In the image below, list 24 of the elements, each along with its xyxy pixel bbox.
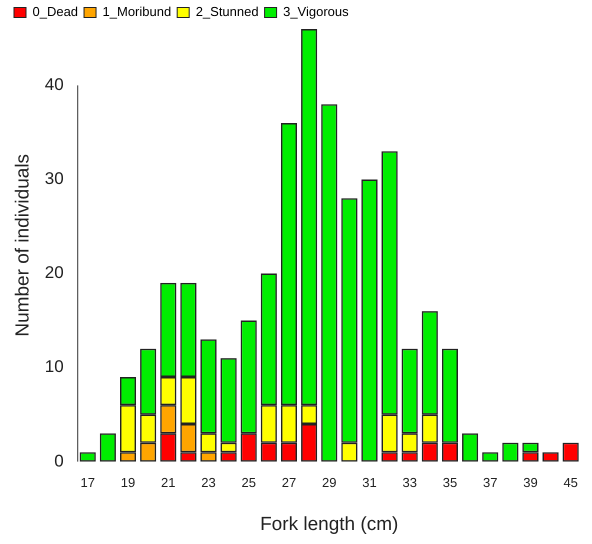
x-tick-label: 21	[161, 474, 176, 490]
x-tick-label: 37	[482, 474, 498, 490]
x-tick-label: 25	[242, 474, 256, 490]
x-axis-title: Fork length (cm)	[260, 514, 398, 535]
x-tick-label: 27	[282, 474, 296, 490]
x-tick-label: 33	[402, 474, 417, 490]
legend-label: 0_Dead	[32, 4, 78, 20]
y-tick-label: 30	[44, 169, 64, 188]
y-tick-label: 0	[54, 451, 64, 470]
x-tick-label: 19	[120, 474, 136, 490]
x-tick-label: 45	[563, 474, 578, 490]
y-axis-title: Number of individuals	[12, 154, 34, 337]
x-tick-label: 29	[322, 474, 336, 490]
y-tick-label: 20	[44, 263, 64, 282]
y-tick-label: 40	[44, 75, 64, 94]
x-tick-label: 31	[362, 474, 377, 490]
x-tick-label: 39	[523, 474, 538, 490]
legend-label: 2_Stunned	[196, 4, 259, 20]
legend-label: 1_Moribund	[102, 4, 172, 20]
x-tick-label: 35	[442, 474, 458, 490]
x-tick-label: 17	[80, 474, 96, 490]
x-tick-label: 23	[201, 474, 216, 490]
legend-label: 3_Vigorous	[283, 4, 350, 20]
y-tick-label: 10	[44, 357, 64, 376]
